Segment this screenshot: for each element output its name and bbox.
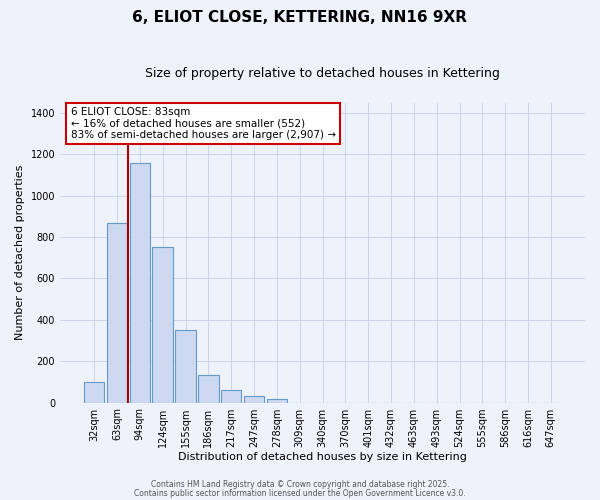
Bar [244, 396, 264, 402]
Bar [198, 374, 218, 402]
Bar [175, 330, 196, 402]
Bar [84, 382, 104, 402]
Bar [221, 390, 241, 402]
Bar [266, 400, 287, 402]
Y-axis label: Number of detached properties: Number of detached properties [15, 165, 25, 340]
Text: 6 ELIOT CLOSE: 83sqm
← 16% of detached houses are smaller (552)
83% of semi-deta: 6 ELIOT CLOSE: 83sqm ← 16% of detached h… [71, 107, 335, 140]
Bar [130, 162, 150, 402]
X-axis label: Distribution of detached houses by size in Kettering: Distribution of detached houses by size … [178, 452, 467, 462]
Text: Contains HM Land Registry data © Crown copyright and database right 2025.: Contains HM Land Registry data © Crown c… [151, 480, 449, 489]
Bar [152, 248, 173, 402]
Bar [107, 222, 127, 402]
Text: 6, ELIOT CLOSE, KETTERING, NN16 9XR: 6, ELIOT CLOSE, KETTERING, NN16 9XR [133, 10, 467, 25]
Title: Size of property relative to detached houses in Kettering: Size of property relative to detached ho… [145, 68, 500, 80]
Text: Contains public sector information licensed under the Open Government Licence v3: Contains public sector information licen… [134, 489, 466, 498]
